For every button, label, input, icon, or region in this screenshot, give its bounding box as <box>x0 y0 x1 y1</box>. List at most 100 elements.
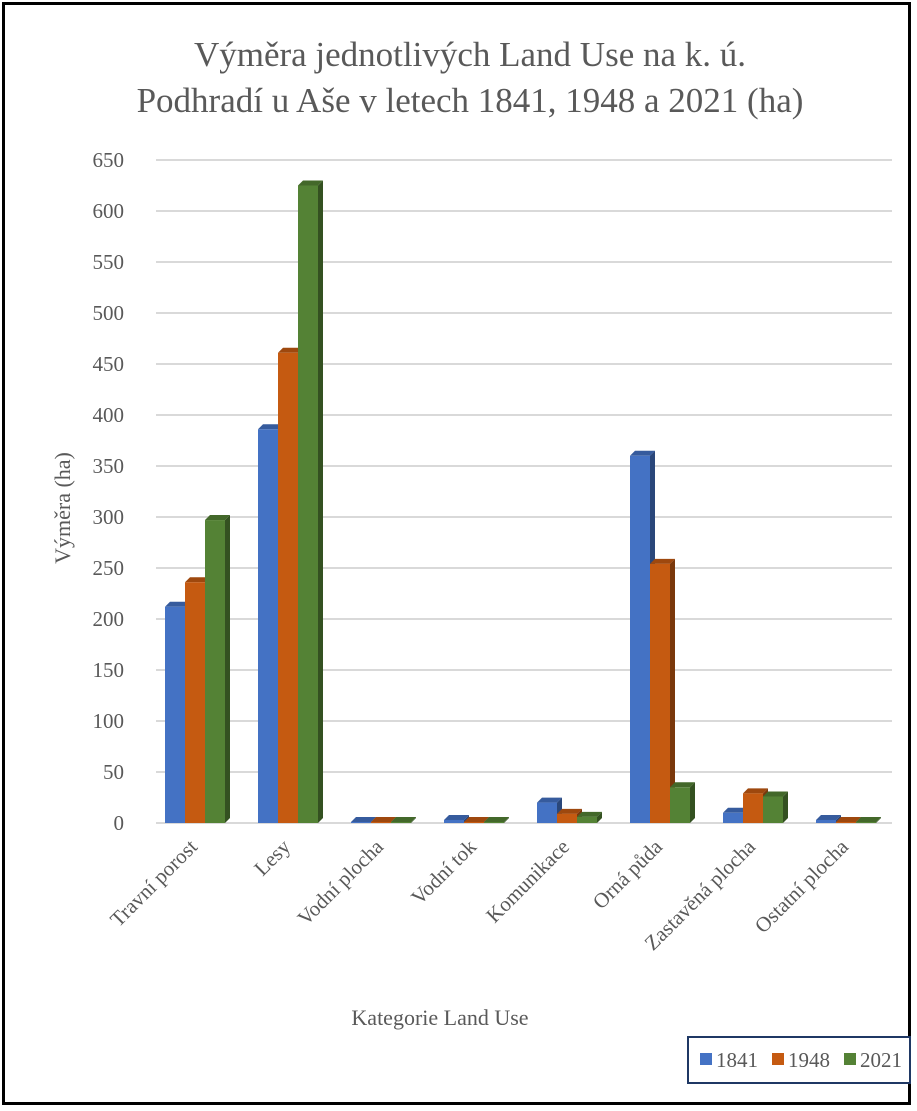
x-tick-label: Ostatní plocha <box>750 834 854 938</box>
x-axis-label: Kategorie Land Use <box>351 1005 528 1030</box>
y-tick-label: 550 <box>93 250 125 274</box>
bar-top <box>557 808 582 814</box>
bar-top <box>464 816 489 822</box>
bar-front <box>836 821 856 823</box>
bar-front <box>557 813 577 823</box>
bar-front <box>743 793 763 823</box>
bar-top <box>298 180 323 186</box>
bar-side <box>411 816 416 823</box>
bar-side <box>225 515 230 823</box>
bar-2021-1 <box>298 180 323 823</box>
y-tick-label: 500 <box>93 301 125 325</box>
bar-top <box>537 797 562 803</box>
bar-side <box>504 816 509 823</box>
bar-front <box>670 787 690 823</box>
bar-front <box>278 352 298 823</box>
bar-front <box>444 819 464 823</box>
chart-title-line-1: Výměra jednotlivých Land Use na k. ú. <box>194 35 746 74</box>
legend: 1841 1948 2021 <box>687 1036 911 1084</box>
bar-top <box>670 782 695 788</box>
legend-label-1948: 1948 <box>788 1048 830 1072</box>
legend-label-2021: 2021 <box>860 1048 902 1072</box>
x-tick-label: Orná půda <box>588 834 668 914</box>
y-axis-label: Výměra (ha) <box>50 452 75 564</box>
bar-top <box>391 816 416 822</box>
bar-top <box>743 788 768 794</box>
bar-top <box>630 450 655 456</box>
bar-2021-4 <box>577 811 602 823</box>
bar-top <box>763 791 788 797</box>
legend-swatch-2021 <box>844 1053 856 1065</box>
bar-front <box>650 563 670 823</box>
bar-front <box>185 582 205 823</box>
legend-label-1841: 1841 <box>716 1048 758 1072</box>
bar-top <box>258 424 283 430</box>
bar-front <box>630 455 650 823</box>
bar-top <box>577 811 602 817</box>
y-tick-label: 100 <box>93 709 125 733</box>
bar-side <box>670 558 675 823</box>
bar-1841-4 <box>537 797 562 823</box>
legend-swatch-1841 <box>700 1053 712 1065</box>
bar-front <box>723 812 743 823</box>
bar-1948-5 <box>650 558 675 823</box>
y-tick-label: 650 <box>93 148 125 172</box>
bar-top <box>650 558 675 564</box>
bar-top <box>444 814 469 820</box>
bar-side <box>783 791 788 823</box>
bar-2021-7 <box>856 816 881 823</box>
bar-top <box>278 347 303 353</box>
x-tick-label: Travní porost <box>105 834 202 931</box>
y-tick-label: 450 <box>93 352 125 376</box>
bar-side <box>318 180 323 823</box>
bar-front <box>258 429 278 823</box>
bar-side <box>876 816 881 823</box>
x-tick-label: Vodní plocha <box>293 834 389 930</box>
y-tick-label: 200 <box>93 607 125 631</box>
bar-front <box>577 816 597 823</box>
y-tick-label: 50 <box>103 760 124 784</box>
y-axis-ticks: 0 50 100 150 200 250 300 350 400 450 500 550 600 650 <box>93 148 125 835</box>
bar-front <box>537 802 557 823</box>
bar-side <box>690 782 695 823</box>
bar-front <box>298 185 318 823</box>
bar-top <box>856 816 881 822</box>
bar-2021-5 <box>670 782 695 823</box>
bar-front <box>391 821 411 823</box>
y-tick-label: 400 <box>93 403 125 427</box>
bars <box>165 180 881 823</box>
y-tick-label: 0 <box>114 811 125 835</box>
bar-top <box>723 807 748 813</box>
bar-2021-6 <box>763 791 788 823</box>
bar-front <box>856 821 876 823</box>
bar-front <box>763 796 783 823</box>
bar-front <box>165 606 185 823</box>
bar-top <box>185 577 210 583</box>
bar-front <box>464 821 484 823</box>
bar-front <box>484 821 504 823</box>
x-tick-label: Vodní tok <box>406 834 481 909</box>
legend-swatch-1948 <box>772 1053 784 1065</box>
bar-2021-0 <box>205 515 230 823</box>
bar-2021-3 <box>484 816 509 823</box>
bar-front <box>351 821 371 823</box>
y-tick-label: 150 <box>93 658 125 682</box>
bar-top <box>165 601 190 607</box>
bar-top <box>816 814 841 820</box>
bar-front <box>371 821 391 823</box>
bar-front <box>816 819 836 823</box>
x-tick-label: Komunikace <box>481 835 574 928</box>
y-tick-label: 250 <box>93 556 125 580</box>
bar-top <box>205 515 230 521</box>
bar-top <box>836 816 861 822</box>
bar-top <box>371 816 396 822</box>
bar-top <box>484 816 509 822</box>
bar-2021-2 <box>391 816 416 823</box>
bar-top <box>351 816 376 822</box>
x-tick-label: Lesy <box>249 834 295 880</box>
bar-side <box>597 811 602 823</box>
y-tick-label: 300 <box>93 505 125 529</box>
